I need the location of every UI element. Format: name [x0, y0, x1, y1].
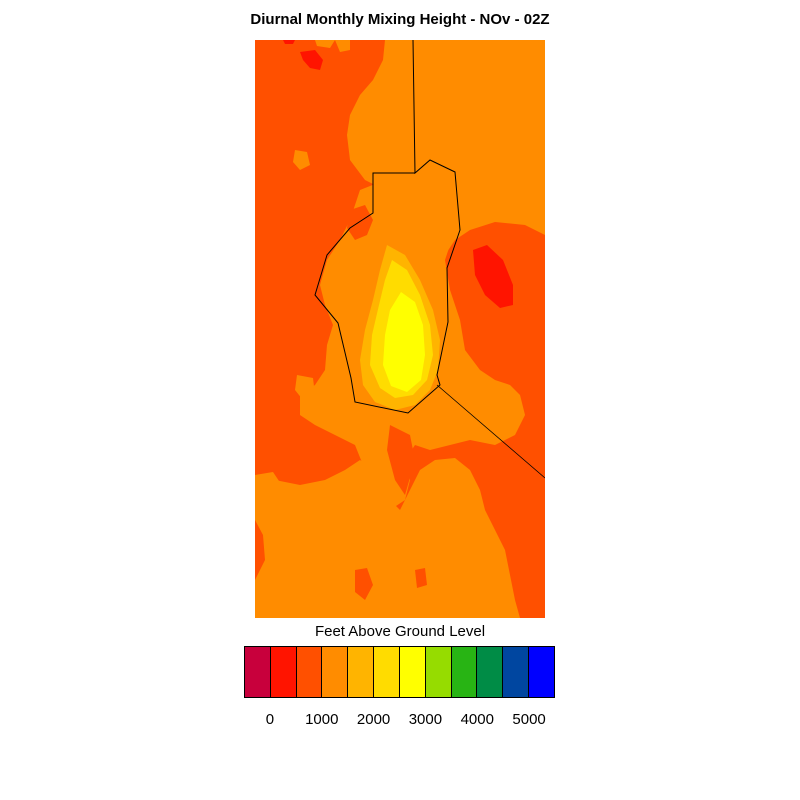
colorbar-ticks: 0 1000 2000 3000 4000 5000: [0, 711, 800, 731]
county-boundary: [314, 40, 461, 414]
colorbar-tick-label: 0: [265, 711, 275, 728]
page-title: Diurnal Monthly Mixing Height - NOv - 02…: [250, 11, 550, 28]
colorbar-segment: [270, 647, 297, 697]
road-line: [436, 384, 545, 479]
contour-orange-left-blob-2: [295, 375, 315, 400]
contour-orange-lower: [255, 458, 520, 618]
colorbar-segment: [425, 647, 452, 697]
contour-redorange-patch-2: [387, 425, 415, 495]
colorbar-segment: [296, 647, 323, 697]
contour-redorange-patch-1: [347, 205, 373, 240]
colorbar-segment: [348, 647, 375, 697]
colorbar-segment: [529, 647, 554, 697]
mixing-height-map: [255, 40, 545, 618]
colorbar-segment: [322, 647, 349, 697]
colorbar: [244, 646, 555, 698]
contour-redorange-patch-3: [355, 568, 373, 600]
colorbar-segment: [477, 647, 504, 697]
colorbar-segment: [503, 647, 530, 697]
contour-yellow-core: [383, 292, 425, 392]
colorbar-tick-label: 2000: [356, 711, 391, 728]
colorbar-segment: [374, 647, 400, 697]
colorbar-tick-label: 4000: [460, 711, 494, 728]
contour-red-tiny-1: [283, 40, 295, 44]
colorbar-segment: [245, 647, 271, 697]
colorbar-tick-label: 1000: [305, 711, 339, 728]
colorbar-label: Feet Above Ground Level: [314, 623, 486, 640]
contour-red-right: [473, 245, 513, 308]
contour-orange-top-left: [335, 40, 350, 52]
contour-red-top: [300, 50, 323, 70]
contour-map: [255, 40, 545, 618]
contour-redorange-patch-4: [415, 568, 427, 588]
contour-orange-top-strip: [315, 40, 335, 48]
contour-orange-upper-right: [347, 40, 545, 255]
contour-orange-left-blob-1: [293, 150, 310, 170]
colorbar-tick-label: 5000: [512, 711, 546, 728]
colorbar-segment: [399, 647, 426, 697]
colorbar-tick-label: 3000: [408, 711, 443, 728]
colorbar-segment: [451, 647, 478, 697]
contour-orange-lower-left: [255, 472, 285, 520]
